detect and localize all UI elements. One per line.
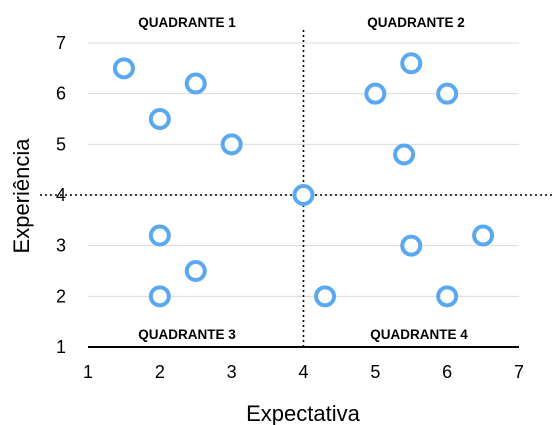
quadrant-label-q4: QUADRANTE 4: [370, 327, 468, 342]
y-tick-label: 7: [56, 33, 66, 53]
data-point: [436, 82, 459, 105]
quadrant-label-q3: QUADRANTE 3: [138, 327, 236, 342]
data-point: [220, 133, 243, 156]
tick-labels: 1 2 3 4 5 6 7 1 2 3 4 5 6 7: [56, 33, 524, 382]
data-point: [148, 285, 171, 308]
data-point: [400, 234, 423, 257]
data-point: [314, 285, 337, 308]
y-axis-title: Experiência: [9, 138, 34, 254]
y-tick-label: 4: [56, 185, 66, 205]
data-point: [148, 224, 171, 247]
x-tick-label: 3: [227, 362, 237, 382]
x-tick-label: 7: [514, 362, 524, 382]
data-point: [292, 184, 315, 206]
quadrant-labels: QUADRANTE 1 QUADRANTE 2 QUADRANTE 3 QUADRAN…: [138, 15, 468, 342]
x-tick-label: 1: [83, 362, 93, 382]
data-point: [400, 52, 423, 75]
data-points: [112, 52, 495, 308]
data-point: [436, 285, 459, 308]
data-point: [112, 57, 135, 80]
data-point: [148, 108, 171, 130]
quadrant-label-q2: QUADRANTE 2: [367, 15, 465, 30]
data-point: [472, 224, 495, 247]
x-tick-label: 6: [442, 362, 452, 382]
data-point: [364, 82, 387, 105]
y-tick-label: 6: [56, 84, 66, 104]
x-tick-label: 5: [370, 362, 380, 382]
data-point: [184, 72, 207, 95]
y-tick-label: 5: [56, 134, 66, 154]
x-axis-title: Expectativa: [246, 401, 360, 425]
y-tick-label: 2: [56, 286, 66, 306]
x-tick-label: 2: [155, 362, 165, 382]
y-tick-label: 3: [56, 236, 66, 256]
data-point: [184, 260, 207, 282]
x-tick-label: 4: [298, 362, 308, 382]
quadrant-label-q1: QUADRANTE 1: [138, 15, 236, 30]
y-tick-label: 1: [56, 337, 66, 357]
data-point: [393, 143, 416, 166]
